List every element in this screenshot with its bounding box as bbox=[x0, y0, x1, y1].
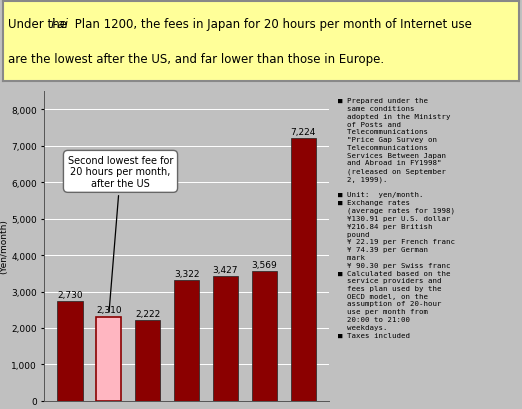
Text: are the lowest after the US, and far lower than those in Europe.: are the lowest after the US, and far low… bbox=[8, 53, 384, 66]
Bar bbox=[96, 317, 122, 401]
Bar bbox=[174, 280, 199, 401]
Bar bbox=[291, 138, 316, 401]
Text: i-ai: i-ai bbox=[51, 18, 69, 31]
Text: Under the: Under the bbox=[8, 18, 70, 31]
Text: ■ Prepared under the
  same conditions
  adopted in the Ministry
  of Posts and
: ■ Prepared under the same conditions ado… bbox=[338, 98, 455, 337]
Text: Plan 1200, the fees in Japan for 20 hours per month of Internet use: Plan 1200, the fees in Japan for 20 hour… bbox=[71, 18, 472, 31]
Text: 3,427: 3,427 bbox=[213, 265, 238, 274]
Bar bbox=[57, 302, 82, 401]
Bar bbox=[213, 276, 238, 401]
Bar bbox=[252, 271, 277, 401]
Text: 7,224: 7,224 bbox=[291, 127, 316, 136]
Text: 2,730: 2,730 bbox=[57, 290, 83, 299]
Text: 2,222: 2,222 bbox=[135, 309, 160, 318]
Text: 3,569: 3,569 bbox=[252, 260, 277, 269]
Bar bbox=[135, 320, 160, 401]
Y-axis label: (Yen/month): (Yen/month) bbox=[0, 219, 8, 274]
Text: 2,310: 2,310 bbox=[96, 306, 122, 315]
Text: Second lowest fee for
20 hours per month,
after the US: Second lowest fee for 20 hours per month… bbox=[68, 155, 173, 312]
Text: 3,322: 3,322 bbox=[174, 269, 199, 278]
